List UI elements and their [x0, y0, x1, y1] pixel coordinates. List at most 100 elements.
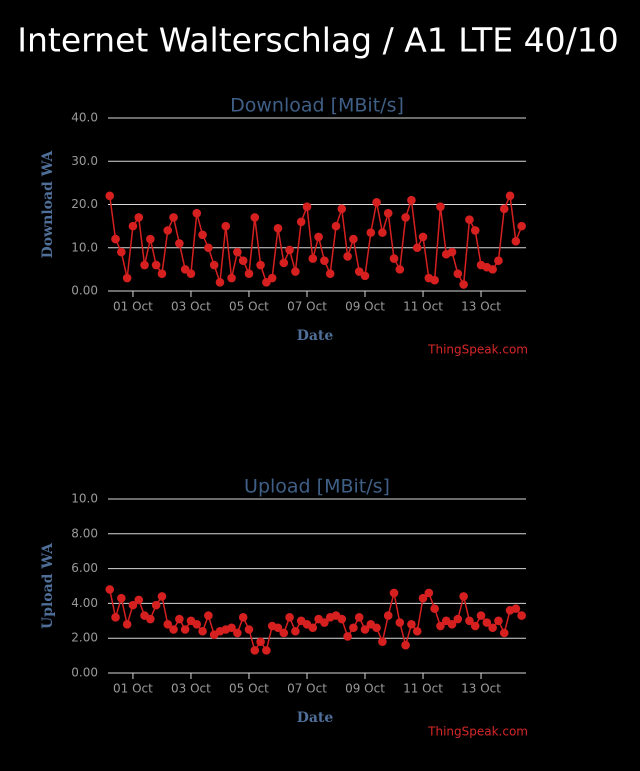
data-point	[383, 611, 393, 620]
data-point	[366, 228, 376, 237]
data-point	[233, 628, 242, 638]
y-tick-label: 8.00	[71, 526, 98, 540]
data-point	[401, 213, 410, 222]
data-point	[488, 265, 497, 274]
data-point	[105, 585, 115, 594]
data-point	[204, 611, 213, 620]
data-point	[494, 256, 503, 266]
data-point	[337, 204, 347, 214]
data-point	[117, 593, 126, 603]
chart-title: Upload [MBit/s]	[244, 476, 390, 498]
data-point	[395, 265, 405, 274]
x-axis-label: Date	[297, 328, 334, 344]
data-point	[285, 245, 294, 255]
data-point	[244, 269, 254, 279]
data-point	[447, 247, 457, 257]
data-point	[331, 221, 341, 231]
data-point	[302, 202, 312, 211]
data-point	[389, 254, 399, 263]
data-point	[494, 616, 503, 626]
x-tick-label: 11 Oct	[403, 682, 443, 696]
x-tick-label: 13 Oct	[461, 682, 501, 696]
data-point	[418, 593, 428, 603]
y-tick-label: 6.00	[71, 561, 98, 575]
data-point	[180, 625, 190, 634]
y-tick-label: 2.00	[71, 631, 98, 645]
data-point	[250, 646, 260, 655]
data-point	[256, 260, 265, 270]
data-point	[238, 613, 248, 622]
data-point	[430, 275, 439, 285]
data-point	[198, 230, 207, 240]
x-tick-label: 11 Oct	[403, 300, 443, 314]
data-point	[157, 269, 167, 279]
data-point	[244, 625, 254, 634]
data-point	[517, 221, 526, 231]
data-point	[418, 232, 428, 242]
data-point	[378, 228, 387, 237]
x-tick-label: 07 Oct	[287, 300, 327, 314]
data-point	[470, 621, 480, 631]
y-tick-label: 30.0	[71, 154, 98, 168]
data-point	[378, 637, 387, 646]
data-point	[511, 236, 521, 246]
data-point	[447, 619, 457, 629]
data-point	[192, 208, 202, 218]
data-point	[273, 623, 283, 633]
data-point	[343, 632, 352, 641]
data-point	[227, 623, 236, 633]
data-point	[175, 614, 184, 624]
data-point	[465, 215, 474, 224]
data-point	[209, 260, 219, 270]
data-point	[401, 640, 410, 650]
data-point	[151, 600, 161, 610]
data-point	[279, 258, 289, 268]
data-point	[163, 226, 173, 235]
data-point	[372, 198, 381, 207]
x-tick-label: 07 Oct	[287, 682, 327, 696]
data-point	[308, 623, 318, 633]
y-tick-label: 0.00	[71, 284, 98, 298]
data-point	[111, 234, 120, 244]
data-point	[372, 623, 381, 633]
data-point	[407, 195, 416, 205]
data-point	[169, 213, 178, 222]
y-axis-label: Upload WA	[40, 542, 56, 629]
data-point	[296, 217, 306, 227]
data-point	[354, 613, 364, 622]
data-point	[436, 202, 445, 211]
data-point	[256, 637, 265, 646]
y-tick-label: 10.0	[71, 492, 98, 506]
y-tick-label: 10.0	[71, 240, 98, 254]
data-point	[349, 234, 358, 244]
x-tick-label: 01 Oct	[113, 682, 153, 696]
data-point	[117, 247, 126, 257]
x-axis-label: Date	[297, 710, 334, 726]
data-point	[453, 614, 463, 624]
data-point	[250, 213, 260, 222]
data-point	[424, 588, 434, 598]
data-point	[169, 625, 178, 634]
data-point	[308, 254, 318, 263]
data-point	[192, 619, 202, 629]
data-point	[499, 204, 509, 214]
data-point	[204, 243, 213, 253]
data-point	[511, 604, 521, 613]
data-point	[476, 611, 486, 620]
y-tick-label: 0.00	[71, 666, 98, 680]
data-point	[122, 619, 132, 629]
data-point	[430, 604, 439, 613]
data-point	[157, 592, 167, 601]
data-point	[262, 646, 271, 655]
data-point	[186, 269, 196, 279]
data-point	[412, 243, 422, 253]
data-point	[320, 618, 329, 627]
data-point	[407, 619, 416, 629]
data-point	[175, 239, 184, 248]
data-point	[233, 247, 242, 257]
data-point	[482, 618, 492, 627]
y-axis-label: Download WA	[40, 149, 56, 258]
data-point	[128, 221, 138, 231]
data-point	[325, 269, 335, 279]
